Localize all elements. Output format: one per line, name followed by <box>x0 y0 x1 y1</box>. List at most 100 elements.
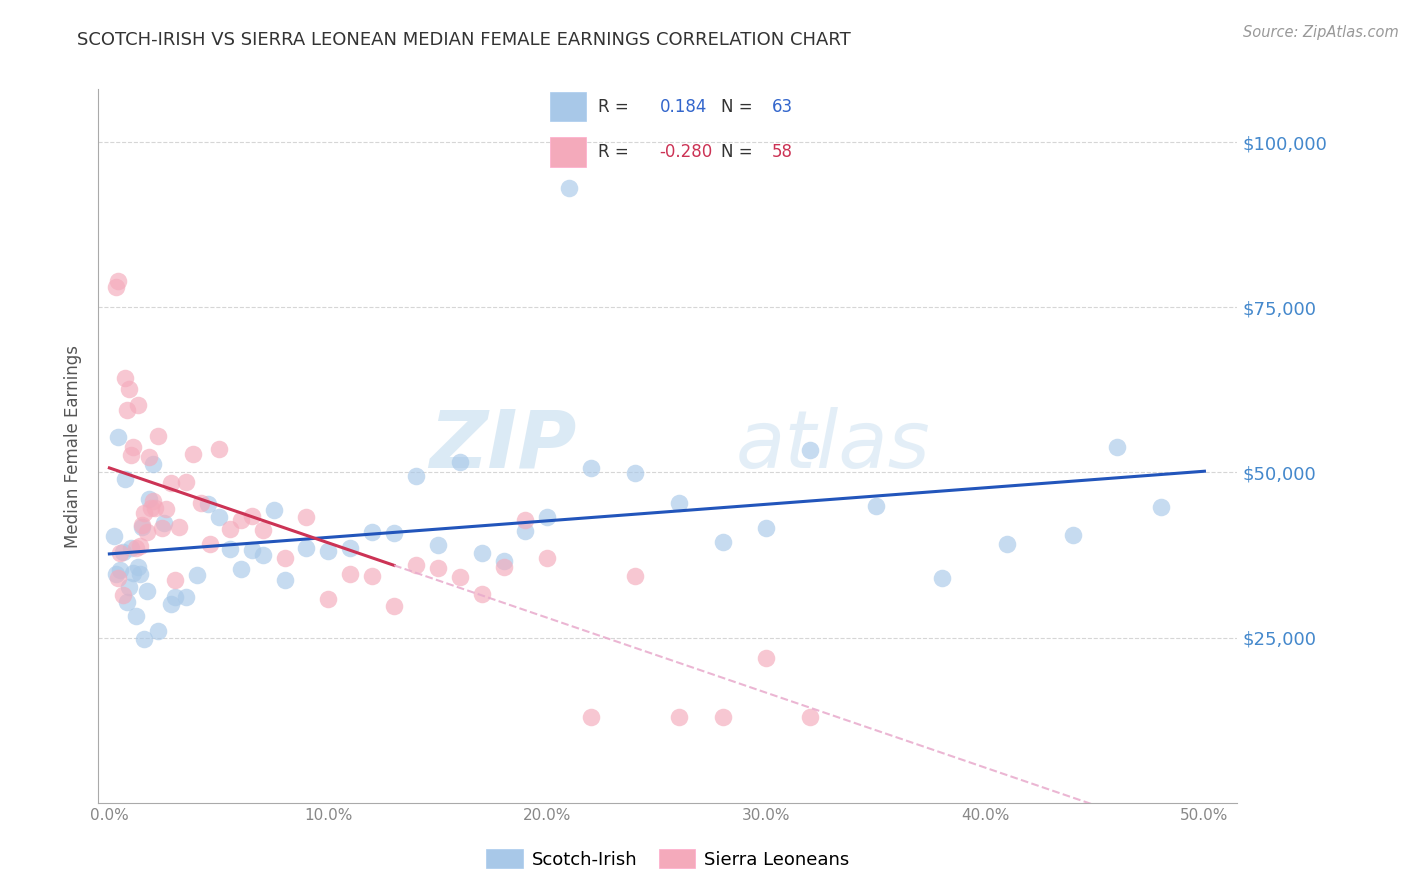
Text: 63: 63 <box>772 98 793 116</box>
Point <box>361 569 384 583</box>
Point <box>197 497 219 511</box>
Point <box>104 567 127 582</box>
Point <box>115 595 138 609</box>
Point <box>318 544 340 558</box>
Point <box>799 710 821 724</box>
Point <box>865 499 887 513</box>
Point <box>107 430 129 444</box>
Point <box>129 567 152 582</box>
Point <box>1105 440 1128 454</box>
Point <box>159 597 181 611</box>
Point <box>218 522 240 536</box>
Text: Source: ZipAtlas.com: Source: ZipAtlas.com <box>1243 25 1399 40</box>
Point <box>110 563 132 577</box>
Point <box>138 450 160 464</box>
Point <box>208 510 231 524</box>
Point <box>799 443 821 458</box>
Point <box>150 521 173 535</box>
Point <box>252 548 274 562</box>
Bar <box>550 137 586 167</box>
Point <box>252 523 274 537</box>
Point <box>536 551 558 566</box>
Point <box>579 710 602 724</box>
Point <box>755 651 778 665</box>
Legend: Scotch-Irish, Sierra Leoneans: Scotch-Irish, Sierra Leoneans <box>479 842 856 876</box>
Point <box>405 468 427 483</box>
Point <box>263 503 285 517</box>
Point <box>208 442 231 456</box>
Point <box>111 545 134 559</box>
Point <box>181 447 204 461</box>
Point <box>120 448 142 462</box>
Point <box>124 541 146 555</box>
Point <box>165 573 187 587</box>
Text: 58: 58 <box>772 143 793 161</box>
Point <box>127 560 149 574</box>
Point <box>318 591 340 606</box>
Point <box>122 440 145 454</box>
Point <box>579 461 602 475</box>
Text: -0.280: -0.280 <box>659 143 713 161</box>
Point <box>668 496 690 510</box>
Point <box>114 472 136 486</box>
Point <box>536 510 558 524</box>
Point <box>135 525 157 540</box>
Point <box>134 506 156 520</box>
Point <box>174 591 197 605</box>
Point <box>1149 500 1171 514</box>
Point <box>711 710 734 724</box>
Point <box>129 539 152 553</box>
Text: N =: N = <box>721 98 752 116</box>
Point <box>668 710 690 724</box>
Point <box>382 599 405 614</box>
Text: 0.184: 0.184 <box>659 98 707 116</box>
Bar <box>550 92 586 121</box>
Text: SCOTCH-IRISH VS SIERRA LEONEAN MEDIAN FEMALE EARNINGS CORRELATION CHART: SCOTCH-IRISH VS SIERRA LEONEAN MEDIAN FE… <box>77 31 851 49</box>
Point <box>426 561 449 575</box>
Point <box>492 560 515 574</box>
Point <box>134 632 156 646</box>
Point <box>295 510 318 524</box>
Point <box>146 429 169 443</box>
Point <box>153 516 176 531</box>
Point <box>405 558 427 572</box>
Point <box>273 573 295 587</box>
Point <box>624 568 647 582</box>
Point <box>492 553 515 567</box>
Point <box>139 500 162 515</box>
Point <box>624 467 647 481</box>
Point <box>273 551 295 566</box>
Text: R =: R = <box>598 98 628 116</box>
Point <box>138 492 160 507</box>
Point <box>131 518 153 533</box>
Text: ZIP: ZIP <box>429 407 576 485</box>
Point <box>165 591 187 605</box>
Point <box>186 567 208 582</box>
Point <box>931 571 953 585</box>
Point <box>118 382 141 396</box>
Point <box>127 398 149 412</box>
Point <box>145 500 167 515</box>
Point <box>558 181 581 195</box>
Point <box>515 524 537 538</box>
Point <box>449 455 471 469</box>
Point <box>515 513 537 527</box>
Point <box>107 571 129 585</box>
Point <box>995 537 1018 551</box>
Point <box>449 570 471 584</box>
Point <box>198 537 221 551</box>
Point <box>169 520 191 534</box>
Point <box>142 457 165 471</box>
Point <box>107 274 129 288</box>
Point <box>361 524 384 539</box>
Point <box>155 502 177 516</box>
Point <box>114 371 136 385</box>
Y-axis label: Median Female Earnings: Median Female Earnings <box>65 344 83 548</box>
Point <box>240 543 263 558</box>
Point <box>1062 527 1084 541</box>
Point <box>110 546 132 560</box>
Point <box>339 541 361 555</box>
Point <box>159 475 181 490</box>
Point <box>111 589 134 603</box>
Point <box>339 567 361 582</box>
